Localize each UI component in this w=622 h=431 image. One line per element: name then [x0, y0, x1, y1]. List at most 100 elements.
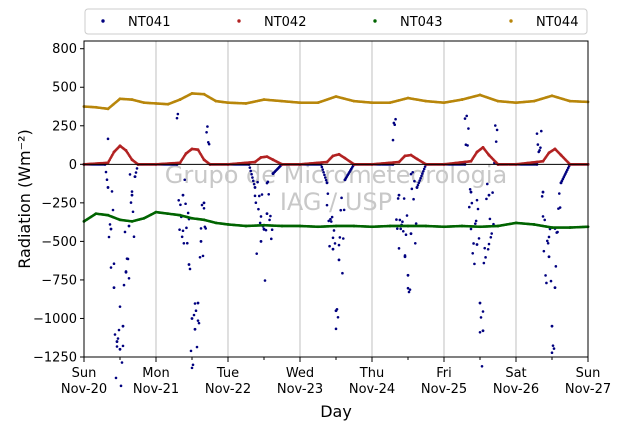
data-point [190, 92, 194, 95]
data-point [130, 98, 134, 101]
data-point [415, 186, 419, 189]
series-dot [322, 170, 325, 174]
series-dot [401, 220, 404, 224]
x-tick-date: Nov-20 [61, 382, 107, 397]
series-dot [479, 316, 483, 319]
series-dot [465, 114, 469, 118]
data-point [337, 152, 341, 156]
data-point [190, 216, 194, 220]
data-point [154, 102, 158, 105]
series-dot [205, 131, 208, 134]
series-dot [542, 249, 546, 253]
data-point [259, 155, 263, 159]
x-axis: SunNov-20MonNov-21TueNov-22WedNov-23ThuN… [61, 357, 611, 397]
series-dot [257, 194, 261, 198]
series-dot [179, 203, 182, 207]
data-point [280, 224, 284, 228]
data-point [184, 152, 188, 155]
series-dot [331, 236, 335, 240]
series-NT043 [82, 210, 590, 229]
series-dot [181, 229, 185, 233]
series-dot [552, 347, 556, 350]
data-point [130, 158, 134, 162]
series-dot [112, 262, 116, 266]
series-dot [414, 222, 418, 225]
series-dot [340, 196, 343, 200]
y-tick-label: −750 [41, 273, 77, 288]
data-point [190, 147, 194, 151]
data-point [559, 181, 563, 185]
series-dot [395, 227, 399, 230]
series-dot [469, 227, 473, 231]
series-dot [557, 192, 561, 195]
x-tick-day: Sun [72, 366, 97, 381]
data-point [442, 225, 446, 229]
series-dot [122, 283, 126, 287]
series-dot [123, 230, 127, 234]
data-point [475, 150, 479, 154]
y-axis: 800 500 250 0 −250 −500 −750 −1000 −1250 [33, 42, 84, 366]
data-point [253, 160, 257, 164]
data-point [325, 160, 329, 164]
series-dot [191, 363, 195, 367]
data-point [181, 193, 185, 197]
series-dot [253, 194, 257, 198]
series-dot [260, 193, 264, 196]
series-dot [134, 171, 138, 174]
data-point [343, 178, 347, 182]
data-point [541, 159, 545, 163]
series-dot [193, 302, 197, 305]
series-dot [476, 207, 480, 211]
series-points [82, 92, 590, 388]
y-tick-label: 250 [52, 119, 77, 134]
series-dot [544, 274, 547, 277]
data-point [133, 175, 137, 179]
data-point [547, 255, 551, 259]
data-point [298, 101, 302, 105]
data-point [193, 327, 197, 331]
series-dot [183, 178, 187, 182]
series-dot [176, 112, 180, 116]
legend-label-NT042: NT042 [264, 15, 306, 30]
x-tick-date: Nov-24 [349, 382, 395, 397]
data-point [532, 223, 536, 226]
series-dot [106, 137, 110, 141]
data-point [196, 301, 200, 305]
series-dot [196, 319, 200, 322]
series-dot [325, 203, 329, 207]
x-tick-day: Mon [142, 366, 169, 381]
series-dot [130, 190, 134, 193]
series-dot [333, 242, 337, 245]
series-dot [467, 205, 471, 209]
series-dot [110, 190, 114, 193]
data-point [496, 224, 500, 228]
y-tick-label: 0 [69, 158, 77, 173]
x-tick-day: Fri [436, 366, 452, 381]
data-point [331, 247, 335, 251]
series-dot [546, 241, 550, 245]
series-dot [395, 218, 398, 221]
series-dot [554, 265, 558, 268]
series-dot [556, 230, 559, 234]
series-dot [402, 197, 406, 200]
data-point [202, 92, 206, 96]
series-dot [401, 229, 405, 233]
series-NT044 [82, 92, 590, 111]
data-point [469, 159, 473, 163]
series-dot [113, 333, 117, 336]
data-point [481, 329, 485, 333]
series-dot [539, 129, 543, 133]
data-point [94, 212, 98, 216]
series-dot [189, 349, 193, 353]
series-dot [195, 345, 199, 349]
data-point [259, 239, 263, 243]
data-point [487, 193, 491, 197]
data-point [244, 224, 248, 228]
series-dot [492, 222, 495, 226]
series-dot [118, 305, 122, 308]
series-dot [463, 117, 467, 120]
grid-lines [155, 41, 517, 357]
series-dot [204, 227, 208, 230]
legend-marker-NT044 [509, 19, 513, 23]
series-dot [206, 125, 209, 128]
